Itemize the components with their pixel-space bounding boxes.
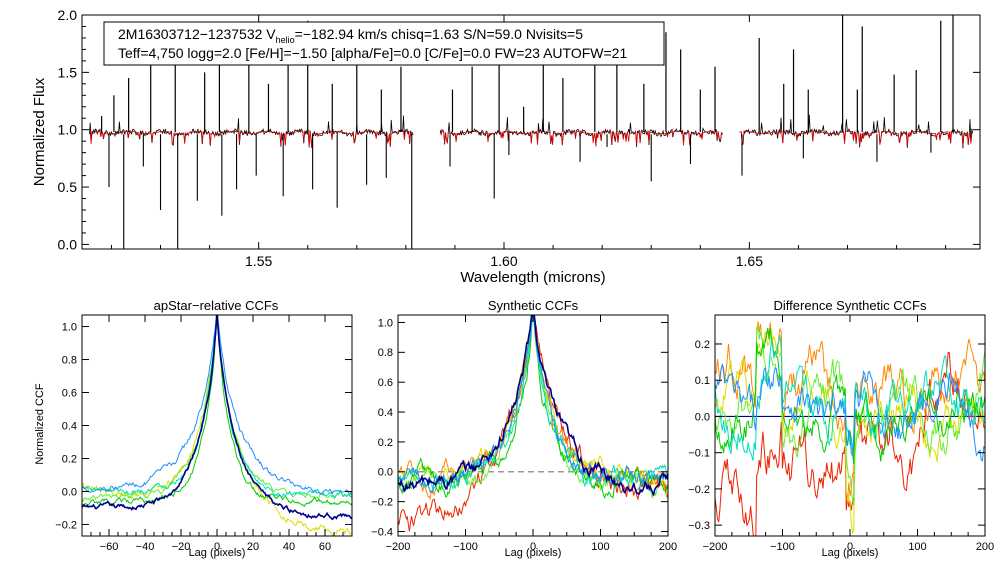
x-tick-label: 200 — [976, 541, 994, 553]
ccf-series-line — [82, 315, 352, 521]
y-tick-label: 1.0 — [62, 321, 77, 333]
ccf-series-line — [82, 315, 352, 496]
y-tick-label: 0.8 — [62, 354, 77, 366]
ccf-series-line — [715, 327, 985, 464]
x-tick-label: 1.65 — [736, 253, 763, 269]
apstar-ccf-frame — [81, 314, 353, 537]
y-tick-label: 0.5 — [58, 179, 78, 195]
apstar-ccf-y-axis-label: Normalized CCF — [34, 383, 46, 465]
ccf-series-line — [715, 364, 985, 462]
apstar-ccf-panel: apStar−relative CCFs −60 −40 −20 0 20 40 60 −0.… — [34, 298, 353, 559]
y-tick-label: −0.2 — [688, 484, 710, 496]
ccf-series-line — [398, 315, 668, 500]
spectrum-panel: 1.55 1.60 1.65 0.0 0.5 1.0 1.5 2.0 2M16303712−1… — [31, 7, 981, 286]
difference-ccf-ticks: −200 −100 0 100 200 −0.3 −0.2 −0.1 0.0 0.1 0.2 — [688, 315, 994, 553]
model-spectrum-line — [89, 131, 414, 147]
apstar-ccf-ticks: −60 −40 −20 0 20 40 60 −0.2 0.0 0.2 0.4 0.6 0.8 1.0 — [55, 315, 353, 553]
x-tick-label: 0 — [847, 541, 853, 553]
y-tick-label: 0.2 — [62, 453, 77, 465]
y-tick-label: 0.4 — [62, 420, 77, 432]
ccf-series-line — [398, 315, 668, 499]
difference-ccf-title: Difference Synthetic CCFs — [774, 298, 927, 313]
model-spectrum-line — [439, 131, 723, 147]
synthetic-ccf-panel: Synthetic CCFs −200 −100 0 100 200 −0.4 −0.2 0.… — [371, 298, 677, 559]
x-tick-label: −200 — [703, 541, 728, 553]
y-tick-label: 0.0 — [695, 411, 710, 423]
spectrum-ticks: 1.55 1.60 1.65 0.0 0.5 1.0 1.5 2.0 — [58, 7, 980, 269]
y-tick-label: 0.4 — [378, 407, 393, 419]
x-tick-label: −60 — [100, 541, 119, 553]
ccf-series-line — [398, 315, 668, 532]
x-tick-label: 1.55 — [245, 253, 272, 269]
observed-spectrum-line — [89, 115, 414, 148]
y-tick-label: −0.4 — [371, 526, 393, 538]
x-tick-label: −200 — [386, 541, 411, 553]
x-tick-label: 0 — [530, 541, 536, 553]
x-tick-label: 40 — [283, 541, 295, 553]
y-tick-label: 0.6 — [62, 387, 77, 399]
x-tick-label: 100 — [908, 541, 926, 553]
y-tick-label: −0.2 — [55, 519, 77, 531]
synthetic-ccf-lines — [398, 315, 668, 532]
y-tick-label: 1.0 — [378, 317, 393, 329]
y-tick-label: −0.3 — [688, 520, 710, 532]
ccf-series-line — [82, 315, 352, 508]
x-tick-label: 100 — [591, 541, 609, 553]
spectrum-y-axis-label: Normalized Flux — [31, 77, 48, 186]
y-tick-label: 0.0 — [378, 467, 393, 479]
y-tick-label: 0.1 — [695, 375, 710, 387]
ccf-series-line — [398, 315, 668, 494]
y-tick-label: −0.2 — [371, 497, 393, 509]
y-tick-label: 1.5 — [58, 64, 78, 80]
y-tick-label: −0.1 — [688, 448, 710, 460]
apstar-ccf-lines — [82, 315, 352, 536]
model-spectrum-line — [739, 131, 973, 147]
ccf-series-line — [398, 315, 668, 501]
ccf-series-line — [715, 321, 985, 503]
ccf-series-line — [398, 315, 668, 490]
y-tick-label: 0.8 — [378, 347, 393, 359]
ccf-clip-group — [82, 315, 352, 536]
y-tick-label: 0.2 — [695, 339, 710, 351]
x-tick-label: −40 — [136, 541, 155, 553]
x-tick-label: 0 — [214, 541, 220, 553]
x-tick-label: −100 — [453, 541, 478, 553]
x-tick-label: 1.60 — [490, 253, 517, 269]
x-tick-label: −20 — [172, 541, 191, 553]
ccf-series-line — [82, 315, 352, 536]
spectrum-info-line1: 2M16303712−1237532 Vhelio=−182.94 km/s c… — [118, 26, 583, 45]
ccf-series-line — [82, 315, 352, 500]
y-tick-label: 1.0 — [58, 122, 78, 138]
x-tick-label: −100 — [770, 541, 795, 553]
synthetic-ccf-x-axis-label: Lag (pixels) — [505, 547, 562, 559]
y-tick-label: 0.6 — [378, 377, 393, 389]
x-tick-label: 60 — [319, 541, 331, 553]
synthetic-ccf-ticks: −200 −100 0 100 200 −0.4 −0.2 0.0 0.2 0.4 0.6 0.8 1.… — [371, 315, 677, 553]
y-tick-label: 2.0 — [58, 7, 78, 23]
spectrum-info-box — [103, 21, 665, 66]
synthetic-ccf-title: Synthetic CCFs — [488, 298, 579, 313]
ccf-clip-group — [715, 321, 985, 536]
ccf-series-line — [715, 324, 985, 506]
difference-ccf-lines — [715, 321, 985, 536]
x-tick-label: 20 — [247, 541, 259, 553]
y-tick-label: 0.0 — [58, 236, 78, 252]
spectrum-info-line2: Teff=4,750 logg=2.0 [Fe/H]=−1.50 [alpha/… — [118, 45, 627, 61]
apstar-ccf-title: apStar−relative CCFs — [154, 298, 279, 313]
spectrum-x-axis-label: Wavelength (microns) — [460, 269, 605, 286]
ccf-clip-group — [398, 315, 668, 532]
y-tick-label: 0.0 — [62, 486, 77, 498]
ccf-series-line — [398, 315, 668, 496]
ccf-series-line — [82, 315, 352, 502]
observed-spectrum-line — [739, 114, 973, 149]
ccf-series-line — [398, 315, 668, 492]
difference-ccf-x-axis-label: Lag (pixels) — [822, 547, 879, 559]
y-tick-label: 0.2 — [378, 437, 393, 449]
spectrum-axes-frame — [81, 14, 981, 250]
x-tick-label: 200 — [659, 541, 677, 553]
apstar-ccf-x-axis-label: Lag (pixels) — [189, 547, 246, 559]
synthetic-ccf-frame — [397, 314, 669, 537]
difference-ccf-panel: Difference Synthetic CCFs −200 −100 0 100 20… — [688, 298, 994, 559]
